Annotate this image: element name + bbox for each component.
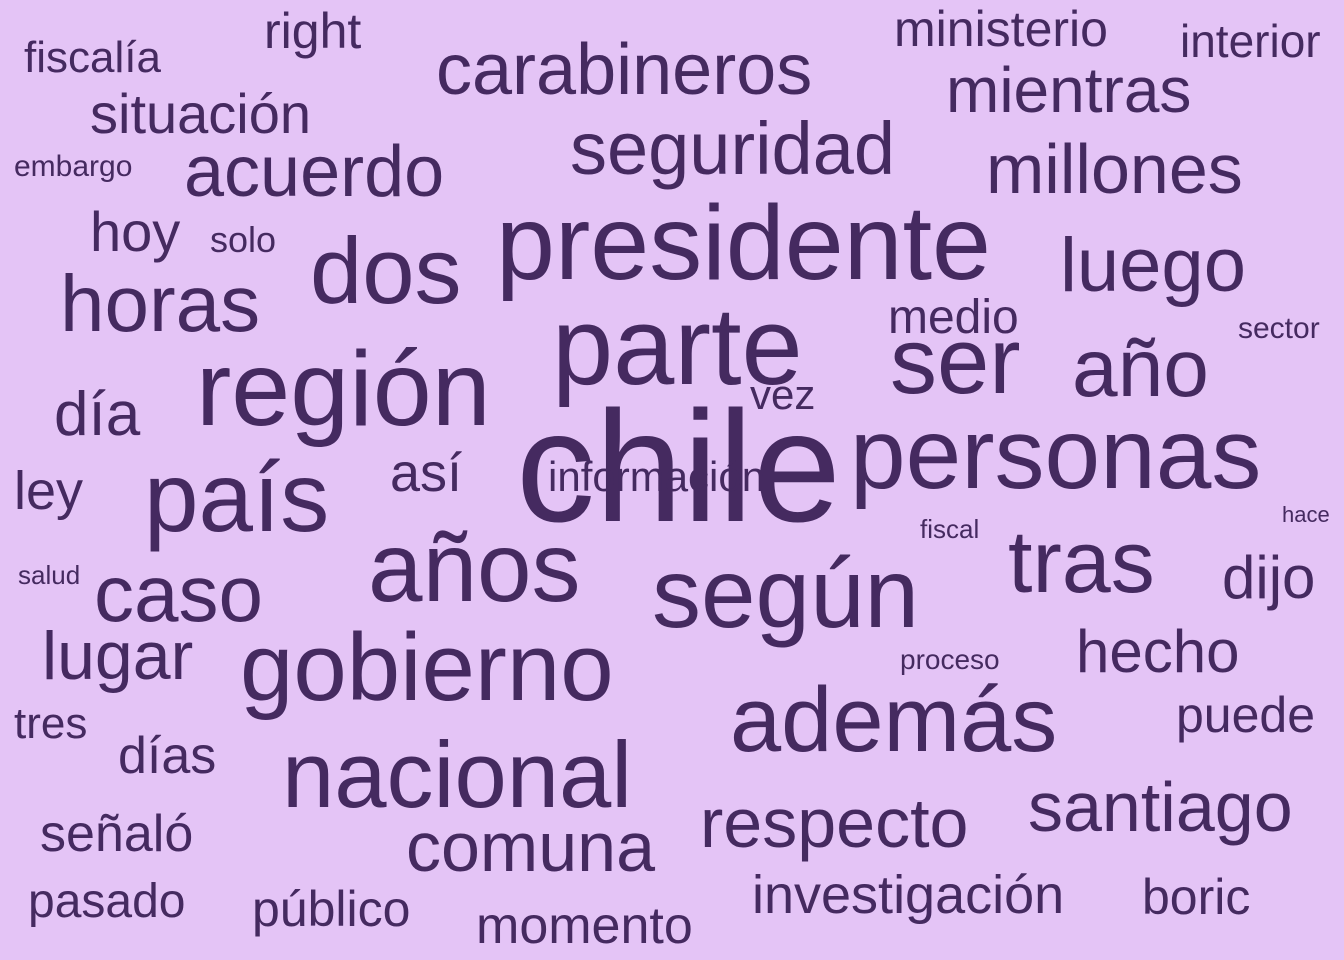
word-anos: años xyxy=(368,512,581,622)
word-senalo: señaló xyxy=(40,805,194,863)
word-situacion: situación xyxy=(90,82,312,145)
word-pais: país xyxy=(144,442,330,552)
word-fiscalia: fiscalía xyxy=(24,33,161,82)
word-seguridad: seguridad xyxy=(570,107,896,190)
word-embargo: embargo xyxy=(14,150,133,183)
word-ano: año xyxy=(1072,323,1209,414)
word-hoy: hoy xyxy=(90,200,181,263)
word-tres: tres xyxy=(14,699,88,748)
word-horas: horas xyxy=(60,259,261,348)
word-hecho: hecho xyxy=(1076,618,1240,685)
word-sector: sector xyxy=(1238,312,1320,345)
word-ley: ley xyxy=(14,461,84,521)
word-comuna: comuna xyxy=(406,808,656,886)
word-solo: solo xyxy=(210,219,277,260)
word-momento: momento xyxy=(476,897,693,955)
word-publico: público xyxy=(252,881,411,937)
word-dias: días xyxy=(118,727,217,785)
word-informacion: información xyxy=(548,453,766,500)
word-boric: boric xyxy=(1142,869,1251,925)
word-medio: medio xyxy=(888,291,1019,344)
word-ministerio: ministerio xyxy=(894,1,1108,57)
word-dos: dos xyxy=(310,218,462,323)
word-acuerdo: acuerdo xyxy=(184,132,445,212)
word-personas: personas xyxy=(850,398,1262,510)
word-region: región xyxy=(196,330,491,448)
word-respecto: respecto xyxy=(700,784,969,862)
word-millones: millones xyxy=(986,130,1243,208)
word-dia: día xyxy=(54,380,141,449)
word-fiscal: fiscal xyxy=(920,514,980,544)
word-tras: tras xyxy=(1008,512,1155,611)
word-salud: salud xyxy=(18,560,81,590)
word-carabineros: carabineros xyxy=(436,30,813,110)
word-ademas: además xyxy=(730,669,1058,771)
word-dijo: dijo xyxy=(1222,544,1316,611)
word-gobierno: gobierno xyxy=(240,614,614,721)
word-interior: interior xyxy=(1180,15,1321,67)
word-presidente: presidente xyxy=(496,184,992,302)
word-lugar: lugar xyxy=(42,618,194,694)
word-pasado: pasado xyxy=(28,875,186,928)
word-luego: luego xyxy=(1060,223,1246,308)
word-chile: chile xyxy=(516,379,841,555)
word-hace: hace xyxy=(1282,502,1330,527)
word-proceso: proceso xyxy=(900,644,1000,675)
word-investigacion: investigación xyxy=(752,865,1065,925)
word-asi: así xyxy=(390,443,463,503)
word-parte: parte xyxy=(552,285,803,408)
word-santiago: santiago xyxy=(1028,768,1293,846)
word-right: right xyxy=(264,3,362,59)
word-vez: vez xyxy=(750,371,816,418)
word-mientras: mientras xyxy=(946,54,1192,126)
word-nacional: nacional xyxy=(282,722,633,827)
word-puede: puede xyxy=(1176,687,1316,743)
word-ser: ser xyxy=(890,308,1021,413)
word-caso: caso xyxy=(94,549,263,638)
word-segun: según xyxy=(652,538,920,648)
